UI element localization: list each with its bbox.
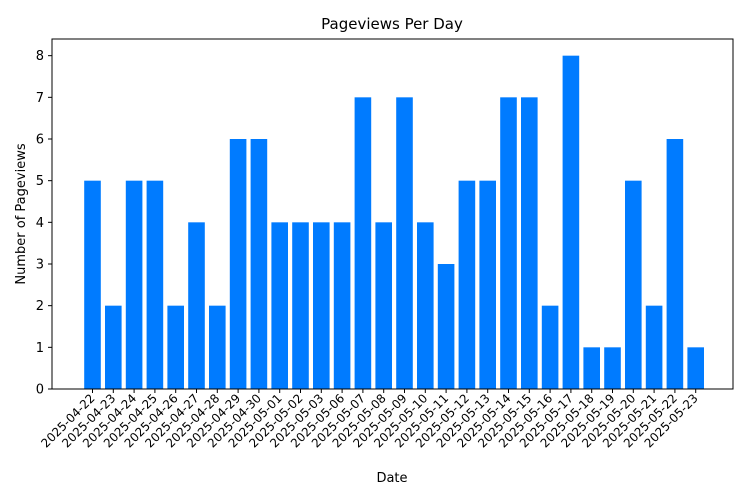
bar-2025-05-16 bbox=[541, 305, 559, 389]
y-tick-label: 1 bbox=[36, 341, 44, 356]
bar-2025-05-06 bbox=[333, 222, 351, 389]
bar-2025-04-23 bbox=[105, 305, 122, 389]
bar-2025-05-20 bbox=[625, 180, 642, 389]
bar-2025-05-08 bbox=[375, 222, 392, 389]
y-tick-label: 2 bbox=[36, 299, 44, 314]
x-axis: 2025-04-222025-04-232025-04-242025-04-25… bbox=[38, 389, 701, 450]
y-tick-label: 5 bbox=[36, 174, 44, 189]
bar-2025-04-24 bbox=[125, 180, 143, 389]
bar-2025-05-15 bbox=[521, 97, 538, 389]
bar-2025-05-02 bbox=[292, 222, 309, 389]
y-axis-label: Number of Pageviews bbox=[14, 143, 29, 284]
bar-2025-04-25 bbox=[146, 180, 164, 389]
chart-title: Pageviews Per Day bbox=[321, 15, 463, 33]
bar-2025-04-22 bbox=[84, 180, 101, 389]
y-axis: 0 1 2 3 4 5 6 7 8 bbox=[36, 49, 52, 398]
bar-2025-05-12 bbox=[458, 180, 476, 389]
bar-2025-04-29 bbox=[229, 139, 247, 389]
bar-2025-04-27 bbox=[188, 222, 205, 389]
plot-frame bbox=[51, 38, 734, 390]
bar-2025-05-07 bbox=[354, 97, 372, 389]
bar-2025-05-23 bbox=[687, 347, 704, 389]
bar-2025-05-09 bbox=[396, 97, 413, 389]
bar-2025-05-17 bbox=[562, 55, 580, 390]
bar-2025-05-11 bbox=[437, 264, 455, 389]
y-tick-label: 3 bbox=[36, 258, 44, 273]
bar-2025-05-13 bbox=[479, 180, 496, 389]
bar-2025-04-28 bbox=[209, 305, 226, 389]
y-tick-label: 8 bbox=[36, 49, 44, 64]
x-axis-label: Date bbox=[376, 471, 407, 486]
bar-2025-05-03 bbox=[313, 222, 330, 389]
y-tick-label: 6 bbox=[36, 133, 44, 148]
bar-2025-04-26 bbox=[167, 305, 184, 389]
bar-2025-05-14 bbox=[500, 97, 517, 389]
bar-2025-05-22 bbox=[666, 139, 684, 389]
bar-2025-05-10 bbox=[417, 222, 434, 389]
bar-2025-05-19 bbox=[604, 347, 621, 389]
bar-2025-05-21 bbox=[645, 305, 663, 389]
y-tick-label: 7 bbox=[36, 91, 44, 106]
bar-2025-04-30 bbox=[250, 139, 268, 389]
y-tick-label: 4 bbox=[36, 216, 44, 231]
bar-2025-05-18 bbox=[583, 347, 600, 389]
bar-2025-05-01 bbox=[271, 222, 288, 389]
bars-layer bbox=[84, 55, 704, 390]
y-tick-label: 0 bbox=[36, 383, 44, 398]
